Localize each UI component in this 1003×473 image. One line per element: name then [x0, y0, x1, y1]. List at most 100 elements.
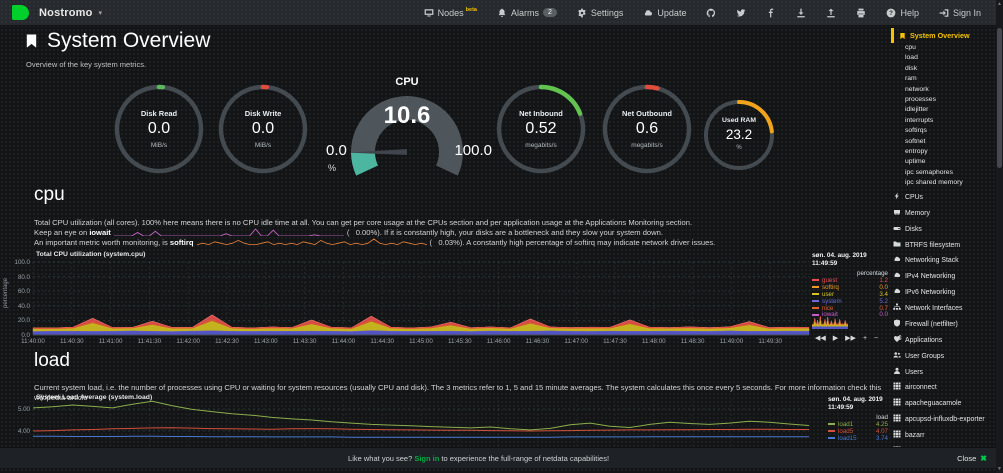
- load-chart-plot[interactable]: [32, 399, 810, 469]
- netdata-logo-icon[interactable]: [12, 5, 29, 20]
- sidebar-subitem-load[interactable]: load: [905, 54, 918, 62]
- cpu-gauge-title: CPU: [395, 76, 419, 88]
- sidebar-item-btrfs-filesystem[interactable]: BTRFS filesystem: [891, 236, 993, 252]
- close-label: Close: [957, 453, 977, 463]
- sidebar-item-apcupsd-influxdb-exporter[interactable]: apcupsd-influxdb-exporter: [891, 411, 993, 427]
- page-title: System Overview: [47, 29, 211, 52]
- legend-entry-guest[interactable]: guest 1.2: [812, 277, 888, 284]
- topbar-twitter[interactable]: [728, 0, 754, 25]
- sidebar-item-ipv4-networking[interactable]: IPv4 Networking: [891, 268, 993, 284]
- sidebar-item-bazarr[interactable]: bazarr: [891, 427, 993, 443]
- sidebar-subitem-interrupts[interactable]: interrupts: [905, 116, 934, 124]
- legend-entry-load1[interactable]: load1 4.25: [828, 421, 888, 428]
- sidebar-subitem-cpu[interactable]: cpu: [905, 44, 916, 51]
- gauge-used-ram[interactable]: Used RAM 23.2%: [702, 98, 776, 172]
- sidebar-subitem-network[interactable]: network: [905, 85, 929, 93]
- gauge-disk-read[interactable]: Disk Read 0.0 MiB/s: [112, 82, 206, 176]
- legend-name: load5: [838, 427, 854, 435]
- sidebar-subitem-ipc-semaphores[interactable]: ipc semaphores: [905, 168, 953, 176]
- sidebar-subitem-uptime[interactable]: uptime: [905, 158, 926, 166]
- legend-name: system: [822, 297, 842, 305]
- cpu-gauge-min: 0.0: [326, 142, 347, 159]
- x-tick-label: 11:45:30: [447, 338, 472, 345]
- sidebar-subitem-softnet[interactable]: softnet: [905, 137, 926, 145]
- sidebar-subitem-softirqs[interactable]: softirqs: [905, 127, 927, 135]
- drive-icon: [893, 224, 901, 232]
- sidebar-item-label: Networking Stack: [905, 257, 959, 265]
- x-tick-label: 11:43:00: [253, 338, 278, 345]
- sparkline-chart[interactable]: [113, 228, 344, 236]
- cpu-gauge-value: 10.6: [383, 102, 431, 129]
- sidebar-item-network-interfaces[interactable]: Network Interfaces: [891, 300, 993, 316]
- chart-toolbar-button[interactable]: ▶: [832, 335, 839, 342]
- sidebar-item-system-overview[interactable]: System Overview: [891, 28, 993, 43]
- sidebar-item-cpus[interactable]: CPUs: [891, 189, 993, 205]
- gauge-net-outbound[interactable]: Net Outbound 0.6 megabits/s: [600, 82, 694, 176]
- cloudicon-icon: [893, 287, 901, 295]
- sidebar-item-user-groups[interactable]: User Groups: [891, 347, 993, 363]
- load-average-chart[interactable]: System Load Average (system.load) 5.00 4.0…: [0, 393, 890, 469]
- sidebar-item-binhex-delugevpn[interactable]: binhex-delugevpn: [891, 443, 993, 447]
- topbar-github[interactable]: [698, 0, 724, 25]
- sidebar-item-memory[interactable]: Memory: [891, 205, 993, 221]
- scroll-up-arrow[interactable]: ▲: [997, 1, 1002, 7]
- gauge-cpu[interactable]: CPU 10.6 0.0 100.0%: [318, 76, 496, 182]
- topbar-nodes[interactable]: Nodes beta: [416, 0, 485, 25]
- legend-entry-system[interactable]: system 5.2: [812, 298, 888, 305]
- chart-toolbar-button[interactable]: ⇕: [897, 335, 904, 342]
- topbar-print[interactable]: [848, 0, 874, 25]
- sidebar-item-firewall-netfilter-[interactable]: Firewall (netfilter): [891, 316, 993, 332]
- legend-entry-nice[interactable]: nice 0.7: [812, 305, 888, 312]
- gauge-label: Disk Read: [140, 109, 178, 118]
- topbar-import[interactable]: [788, 0, 814, 25]
- top-navigation-bar: Nostromo ▾ Nodes beta Alarms 2 Settings Updat…: [0, 0, 1003, 26]
- signin-link[interactable]: Sign in: [414, 453, 440, 463]
- gauge-units: MiB/s: [150, 142, 168, 149]
- sidebar-subitem-ipc-shared-memory[interactable]: ipc shared memory: [905, 179, 963, 187]
- legend-swatch: [828, 437, 835, 440]
- scrollbar-thumb[interactable]: [997, 28, 1002, 168]
- sidebar-subitem-disk[interactable]: disk: [905, 64, 918, 72]
- sidebar-subitem-entropy[interactable]: entropy: [905, 148, 928, 156]
- sidebar-item-disks[interactable]: Disks: [891, 220, 993, 236]
- scroll-down-arrow[interactable]: ▼: [997, 466, 1002, 472]
- sidebar-item-applications[interactable]: Applications: [891, 332, 993, 348]
- legend-swatch: [812, 286, 819, 289]
- user-icon: [893, 367, 901, 375]
- sidebar-item-users[interactable]: Users: [891, 363, 993, 379]
- legend-entry-softirq[interactable]: softirq 0.0: [812, 284, 888, 291]
- legend-entry-load5[interactable]: load5 4.07: [828, 428, 888, 435]
- topbar-alarms[interactable]: Alarms 2: [489, 0, 565, 25]
- chart-toolbar-button[interactable]: ◀◀: [815, 335, 826, 342]
- sidebar-subitem-ram[interactable]: ram: [905, 75, 917, 83]
- legend-entry-iowait[interactable]: iowait 0.0: [812, 311, 888, 318]
- grid-icon: [893, 398, 901, 406]
- topbar-signin[interactable]: Sign In: [931, 0, 989, 25]
- gauge-disk-write[interactable]: Disk Write 0.0 MiB/s: [216, 82, 310, 176]
- chart-toolbar-button[interactable]: ▶▶: [845, 335, 856, 342]
- close-banner-button[interactable]: Close ✖: [957, 454, 987, 463]
- topbar-settings[interactable]: Settings: [569, 0, 632, 25]
- topbar-export[interactable]: [818, 0, 844, 25]
- sparkline-chart[interactable]: [196, 238, 427, 246]
- cpu-utilization-chart[interactable]: Total CPU utilization (system.cpu) percen…: [0, 250, 903, 346]
- topbar-help[interactable]: ? Help: [878, 0, 927, 25]
- topbar-update[interactable]: Update: [635, 0, 694, 25]
- cpu-chart-plot[interactable]: [32, 261, 810, 336]
- topbar-facebook[interactable]: [758, 0, 784, 25]
- chart-toolbar-button[interactable]: −: [874, 334, 879, 342]
- legend-entry-user[interactable]: user 3.4: [812, 291, 888, 298]
- hostname-dropdown[interactable]: Nostromo: [39, 6, 93, 19]
- page-scrollbar[interactable]: ▲ ▼: [996, 0, 1003, 473]
- sidebar-item-airconnect[interactable]: airconnect: [891, 379, 993, 395]
- sidebar-subitem-processes[interactable]: processes: [905, 96, 936, 104]
- wikipedia-article-link[interactable]: this wikipedia article: [34, 383, 882, 402]
- legend-entry-load15[interactable]: load15 3.74: [828, 435, 888, 442]
- sidebar-item-apacheguacamole[interactable]: apacheguacamole: [891, 395, 993, 411]
- sidebar-subitem-idlejitter[interactable]: idlejitter: [905, 106, 929, 114]
- chart-toolbar-button[interactable]: +: [862, 334, 868, 342]
- gauge-net-inbound[interactable]: Net Inbound 0.52 megabits/s: [494, 82, 588, 176]
- chart-thumbnail[interactable]: [812, 314, 848, 329]
- sidebar-item-ipv6-networking[interactable]: IPv6 Networking: [891, 284, 993, 300]
- sidebar-item-networking-stack[interactable]: Networking Stack: [891, 252, 993, 268]
